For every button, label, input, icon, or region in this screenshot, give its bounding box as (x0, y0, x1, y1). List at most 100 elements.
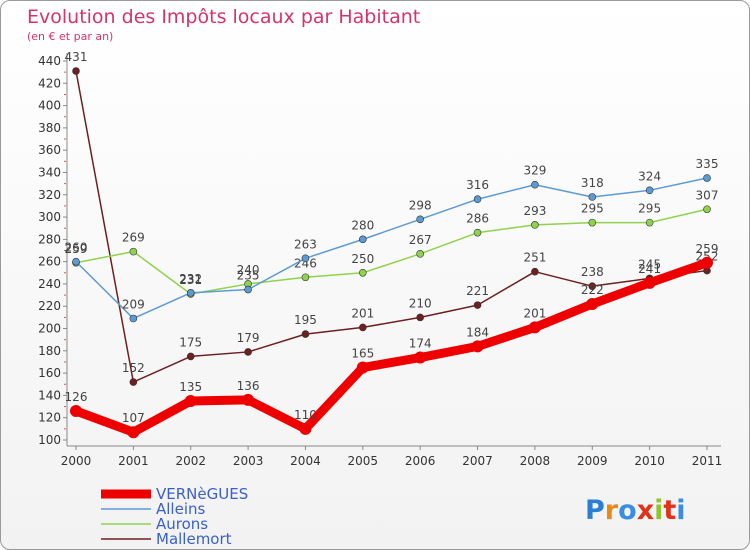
x-tick-label: 2010 (634, 454, 665, 468)
data-point (528, 321, 541, 334)
data-label: 179 (237, 331, 260, 345)
data-point (531, 267, 539, 276)
y-tick-label: 180 (38, 344, 61, 358)
x-tick-label: 2005 (348, 454, 379, 468)
data-point (586, 298, 599, 311)
y-tick-label: 380 (38, 121, 61, 135)
data-label: 184 (466, 325, 489, 339)
data-label: 110 (294, 408, 317, 422)
data-label: 152 (122, 361, 145, 375)
data-label: 232 (179, 272, 202, 286)
x-tick-label: 2007 (462, 454, 493, 468)
data-point (129, 247, 138, 256)
data-label: 201 (523, 306, 546, 320)
data-point (471, 340, 484, 353)
data-point (588, 282, 597, 290)
data-point (414, 351, 427, 364)
data-point (359, 235, 367, 244)
logo-letter: i (654, 495, 663, 526)
logo-letter: i (676, 495, 685, 526)
data-point (645, 186, 654, 195)
data-label: 307 (696, 188, 719, 202)
chart-subtitle: (en € et par an) (27, 30, 113, 43)
data-label: 295 (638, 202, 661, 216)
x-tick-label: 2001 (118, 454, 149, 468)
data-point (244, 348, 252, 356)
y-tick-label: 420 (38, 76, 61, 90)
data-point (703, 174, 711, 182)
y-tick-label: 300 (38, 210, 61, 224)
y-tick-label: 400 (38, 99, 61, 113)
logo-text: Proxiti (585, 495, 686, 526)
data-label: 221 (466, 284, 489, 298)
data-label: 136 (237, 379, 260, 393)
y-tick-label: 140 (38, 388, 61, 402)
data-point (588, 218, 597, 227)
data-point (416, 313, 424, 322)
data-label: 165 (351, 347, 374, 361)
logo-letter: P (585, 495, 605, 526)
y-tick-label: 120 (38, 411, 61, 425)
data-point (645, 218, 654, 227)
data-label: 251 (523, 251, 546, 265)
data-label: 241 (638, 262, 661, 276)
x-tick-label: 2004 (290, 454, 321, 468)
series-line (75, 208, 708, 295)
data-point (416, 215, 424, 224)
data-point (531, 221, 539, 229)
data-point (359, 323, 367, 332)
series-line (71, 258, 712, 437)
data-label: 280 (351, 218, 374, 232)
data-label: 245 (638, 257, 661, 271)
data-point (72, 67, 80, 75)
data-point (129, 378, 138, 386)
logo-letter: o (618, 495, 637, 526)
data-label: 295 (581, 202, 604, 216)
legend-entry: Mallemort (156, 530, 232, 548)
data-point (701, 256, 713, 269)
y-tick-label: 240 (38, 277, 61, 291)
x-tick-label: 2002 (175, 454, 206, 468)
data-point (70, 405, 82, 418)
data-point (359, 268, 367, 277)
logo-letter: r (605, 495, 619, 526)
data-label: 235 (237, 269, 260, 283)
data-point (72, 257, 80, 266)
axes: 100 120 140 160 180 200 220 240 260 280 300 320 340 3… (38, 53, 722, 468)
data-point (186, 352, 195, 361)
data-label: 126 (65, 390, 88, 404)
y-tick-label: 360 (38, 143, 61, 157)
y-tick-label: 340 (38, 165, 61, 179)
series-line (75, 177, 708, 320)
series-alleins: 260 209 232 235 263 280 298 316 329 318 324 335 (65, 157, 718, 323)
x-tick-label: 2003 (233, 454, 264, 468)
data-label: 298 (409, 198, 432, 212)
data-label: 293 (523, 204, 546, 218)
data-label: 329 (523, 164, 546, 178)
data-label: 259 (65, 242, 88, 256)
data-point (301, 273, 310, 282)
data-point (242, 393, 255, 406)
data-label: 259 (696, 242, 719, 256)
data-label: 260 (65, 241, 88, 255)
data-label: 431 (65, 50, 88, 64)
data-label: 135 (179, 380, 202, 394)
data-label: 286 (466, 212, 489, 226)
data-point (127, 426, 140, 439)
data-point (244, 285, 252, 294)
logo-letter: x (637, 495, 654, 526)
data-point (588, 193, 597, 201)
data-label: 210 (409, 296, 432, 310)
data-point (531, 180, 539, 189)
data-label: 269 (122, 231, 145, 245)
x-tick-label: 2011 (692, 454, 723, 468)
logo-letter: t (663, 495, 676, 526)
y-tick-label: 200 (38, 322, 61, 336)
data-point (184, 394, 197, 407)
data-label: 246 (294, 256, 317, 270)
data-label: 209 (122, 297, 145, 311)
data-label: 318 (581, 176, 604, 190)
chart-title: Evolution des Impôts locaux par Habitant (27, 6, 420, 28)
